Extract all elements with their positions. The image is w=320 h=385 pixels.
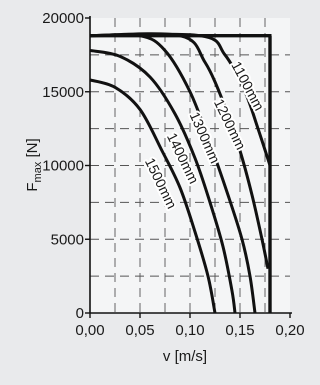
y-tick-label: 5000 (51, 231, 84, 248)
x-axis-label: v [m/s] (163, 348, 207, 365)
x-tick-label: 0,20 (275, 322, 304, 339)
curve-1400mm (89, 48, 237, 314)
y-axis-label: Fmax [N] (24, 138, 44, 191)
x-tick-label: 0,10 (175, 322, 204, 339)
axes (85, 16, 292, 318)
curve-1300mm (89, 33, 257, 314)
y-tick-label: 0 (76, 305, 84, 322)
curve-1500mm (89, 78, 217, 314)
x-tick-label: 0,00 (75, 322, 104, 339)
grid (90, 18, 290, 313)
tick-labels: 0,00 0,05 0,10 0,15 0,20 0 5000 10000 15000 20000 (42, 10, 304, 339)
y-tick-label: 10000 (42, 158, 84, 175)
x-tick-label: 0,05 (125, 322, 154, 339)
x-tick-label: 0,15 (225, 322, 254, 339)
curves (89, 32, 272, 314)
y-tick-label: 15000 (42, 84, 84, 101)
y-tick-label: 20000 (42, 10, 84, 27)
